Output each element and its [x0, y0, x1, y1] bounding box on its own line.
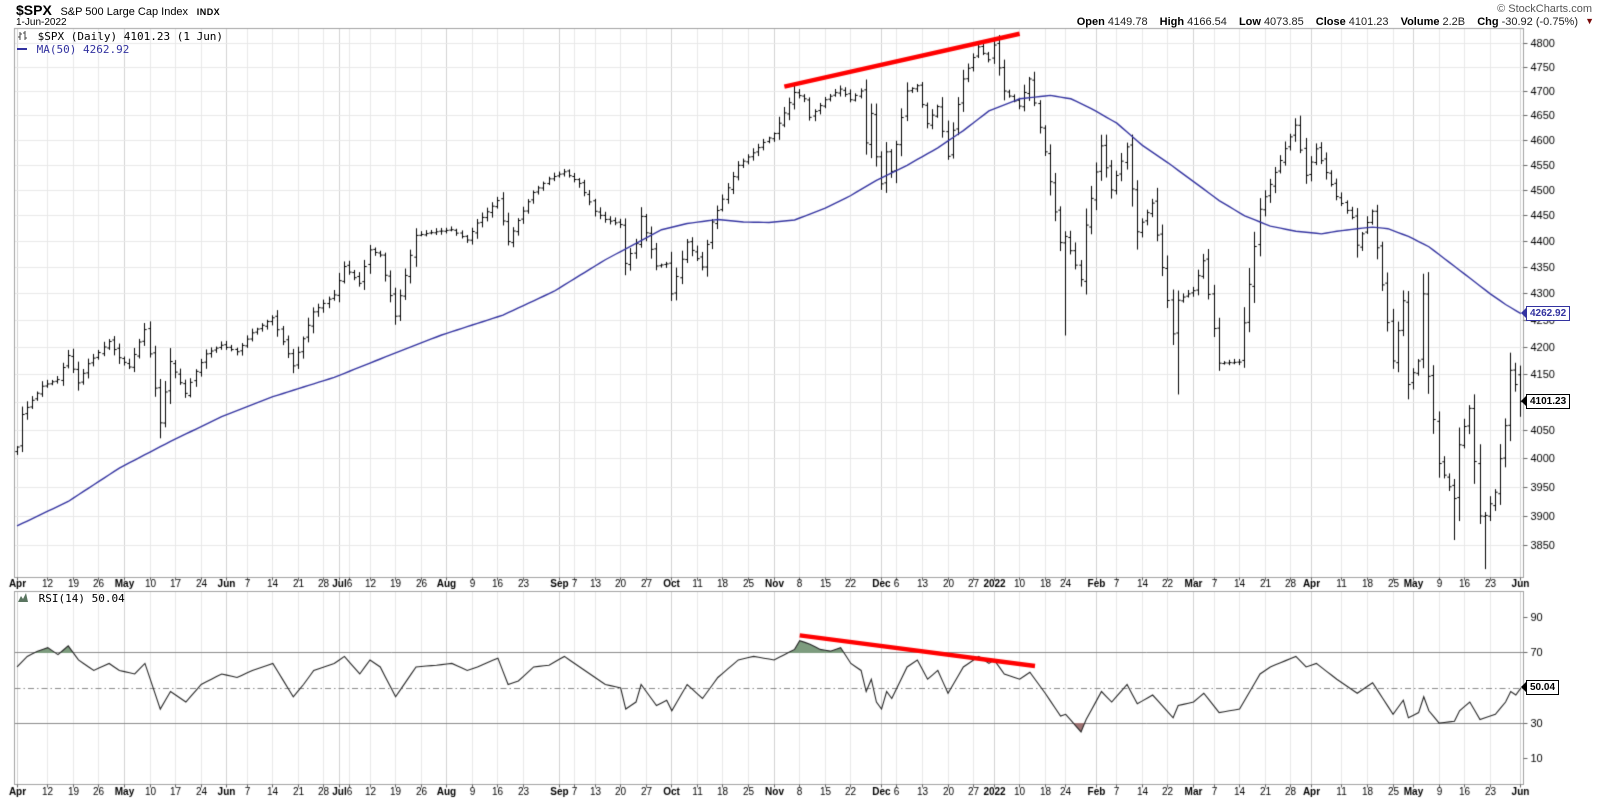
copyright: © StockCharts.com — [1497, 3, 1592, 15]
volume-label: Volume — [1400, 16, 1440, 28]
chg-label: Chg — [1477, 16, 1499, 28]
exchange-label: INDX — [196, 7, 221, 17]
close-value-badge: 4101.23 — [1520, 393, 1571, 409]
rsi-area-icon — [17, 592, 29, 607]
down-triangle-icon: ▼ — [1585, 16, 1594, 26]
close-label: Close — [1315, 16, 1346, 28]
chg-value: -30.92 (-0.75%) — [1501, 16, 1579, 28]
high-label: High — [1159, 16, 1185, 28]
low-value: 4073.85 — [1263, 16, 1304, 28]
rsi-legend-text: RSI(14) 50.04 — [38, 592, 125, 605]
index-name: S&P 500 Large Cap Index — [60, 6, 189, 18]
price-legend-text: $SPX (Daily) 4101.23 (1 Jun) — [37, 30, 224, 43]
ma-legend-text: MA(50) 4262.92 — [36, 43, 130, 56]
quote-bar: Open 4149.78 High 4166.54 Low 4073.85 Close… — [1068, 16, 1594, 28]
ma-line-swatch-icon — [17, 48, 27, 50]
chart-header: $SPX S&P 500 Large Cap Index INDX — [16, 2, 220, 18]
ma-value-badge: 4262.92 — [1520, 305, 1571, 321]
ma-legend: MA(50) 4262.92 — [17, 43, 129, 56]
price-legend: $SPX (Daily) 4101.23 (1 Jun) — [17, 30, 223, 45]
volume-value: 2.2B — [1442, 16, 1466, 28]
symbol: $SPX — [16, 2, 52, 18]
ohlc-bars-icon — [17, 30, 28, 45]
open-label: Open — [1076, 16, 1105, 28]
open-value: 4149.78 — [1107, 16, 1148, 28]
high-value: 4166.54 — [1187, 16, 1227, 28]
rsi-value-badge: 50.04 — [1520, 679, 1560, 695]
low-label: Low — [1238, 16, 1261, 28]
chart-date: 1-Jun-2022 — [16, 17, 67, 28]
close-value: 4101.23 — [1348, 16, 1389, 28]
rsi-legend: RSI(14) 50.04 — [17, 592, 125, 607]
